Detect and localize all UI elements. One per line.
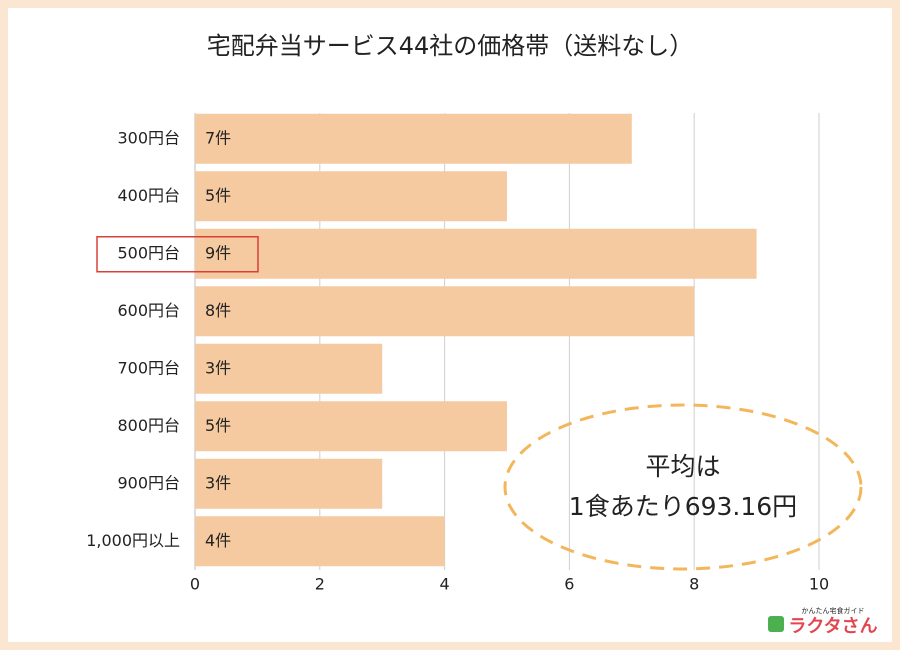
logo-tagline: かんたん宅食ガイド (802, 606, 865, 615)
y-tick-label: 300円台 (117, 128, 180, 147)
x-tick-label: 2 (315, 575, 325, 594)
y-tick-label: 500円台 (117, 243, 180, 262)
value-label: 3件 (205, 358, 231, 377)
value-label: 5件 (205, 416, 231, 435)
annotation: 1食あたり693.16円 (569, 492, 797, 521)
x-tick-label: 4 (440, 575, 450, 594)
x-tick-label: 8 (689, 575, 699, 594)
value-label: 7件 (205, 128, 231, 147)
y-tick-label: 400円台 (117, 186, 180, 205)
value-label: 5件 (205, 186, 231, 205)
value-label: 3件 (205, 473, 231, 492)
y-tick-label: 1,000円以上 (86, 531, 180, 550)
x-tick-label: 6 (564, 575, 574, 594)
annotation: 平均は (645, 452, 720, 481)
annotation-ellipse (503, 403, 863, 571)
chart-title: 宅配弁当サービス44社の価格帯（送料なし） (207, 32, 694, 60)
value-label: 9件 (205, 243, 231, 262)
bar (195, 516, 445, 567)
y-tick-label: 600円台 (117, 301, 180, 320)
bar (195, 113, 632, 164)
value-label: 4件 (205, 531, 231, 550)
bar (195, 458, 383, 509)
bar (195, 228, 757, 279)
bar (195, 343, 383, 394)
x-tick-label: 10 (809, 575, 829, 594)
bar (195, 286, 695, 337)
logo-name: ラクタさん (788, 616, 877, 637)
bar (195, 401, 507, 452)
value-label: 8件 (205, 301, 231, 320)
highlight-box (96, 236, 259, 273)
logo-icon (768, 616, 784, 632)
y-tick-label: 700円台 (117, 358, 180, 377)
y-tick-label: 900円台 (117, 473, 180, 492)
x-tick-label: 0 (190, 575, 200, 594)
y-tick-label: 800円台 (117, 416, 180, 435)
bar (195, 171, 507, 222)
